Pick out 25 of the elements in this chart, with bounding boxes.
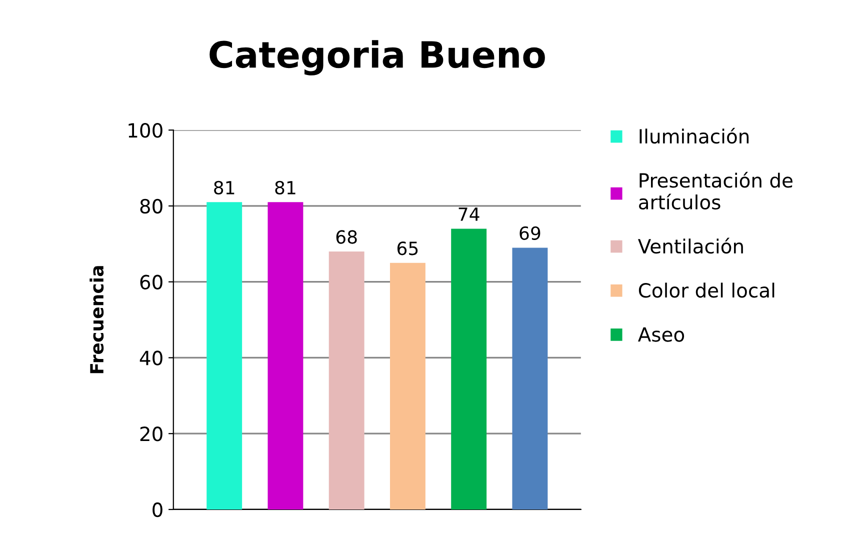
y-tick-label: 60 (140, 274, 162, 290)
y-axis-title: Frecuencia (90, 266, 104, 374)
legend-label: Aseo (638, 327, 684, 342)
data-label: 65 (397, 242, 418, 256)
y-tick-label: 100 (128, 123, 162, 138)
data-label: 81 (275, 180, 296, 194)
bar (268, 202, 304, 510)
y-tick-label: 40 (140, 350, 162, 366)
data-label: 81 (214, 180, 234, 194)
y-tick-label: 0 (152, 502, 162, 518)
y-tick-label: 80 (140, 198, 162, 214)
bar (206, 202, 242, 510)
bar (512, 248, 548, 510)
data-label: 74 (458, 208, 480, 221)
bar (451, 228, 487, 510)
chart-title: Categoria Bueno (210, 40, 545, 76)
data-label: 69 (520, 226, 540, 240)
data-label: 68 (336, 230, 357, 244)
y-tick-label: 20 (140, 426, 162, 442)
legend-label: Color del local (638, 282, 774, 298)
legend-label: Ventilación (638, 238, 743, 254)
bar (390, 262, 426, 510)
legend-label: Presentación de artículos (639, 172, 792, 210)
legend-label: Iluminación (640, 128, 749, 144)
bar (328, 251, 364, 510)
